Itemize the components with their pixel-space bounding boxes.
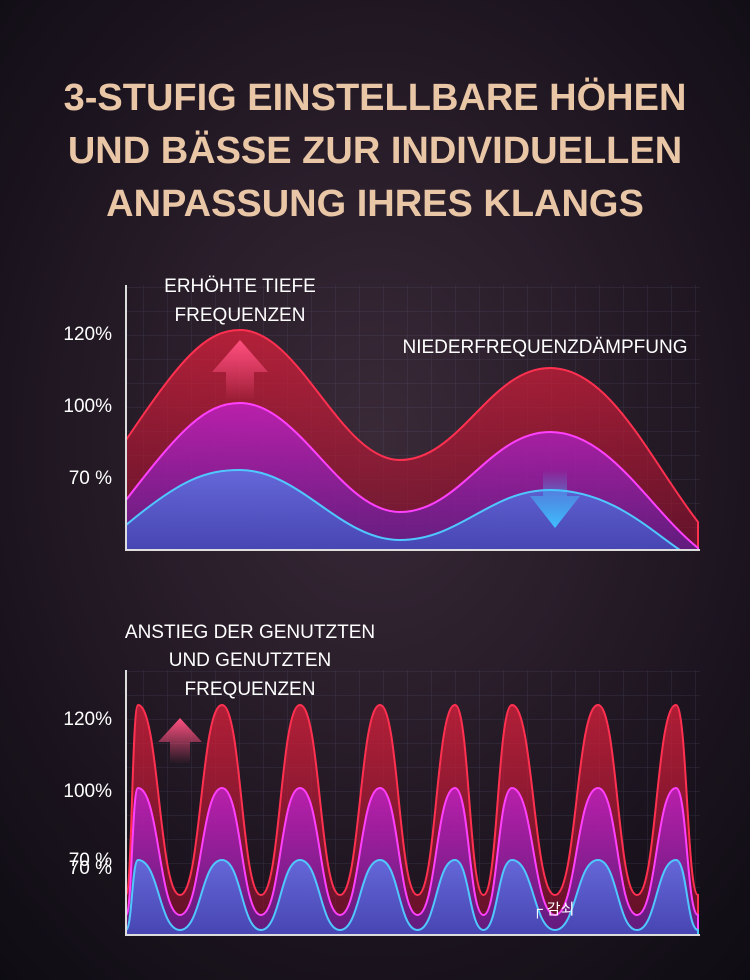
panel: ERHÖHTE TIEFE FREQUENZEN NIEDERFREQUENZD… xyxy=(63,276,700,551)
label: ERHÖHTE TIEFE xyxy=(164,276,316,297)
arrow-down xyxy=(530,470,580,528)
y-label: 120% xyxy=(63,709,112,730)
wave-mid xyxy=(125,786,699,936)
annotation: NIEDERFREQUENZDÄMPFUNG xyxy=(402,337,687,358)
axis xyxy=(125,285,700,551)
label: FREQUENZEN xyxy=(185,679,316,700)
wave-low xyxy=(125,858,699,936)
panel-text: ANSTIEG DER GENUTZTEN UND GENUTZTEN FREQ… xyxy=(63,622,700,936)
wave-low xyxy=(125,468,684,551)
y-label: 70 % xyxy=(69,468,112,489)
label: FREQUENZEN xyxy=(175,305,306,326)
title-line: ANPASSUNG IHRES KLANGS xyxy=(106,183,644,225)
y-label: 100% xyxy=(63,781,112,802)
panel xyxy=(125,670,700,936)
y-label: 120% xyxy=(63,324,112,345)
y-label: 100% xyxy=(63,396,112,417)
y-label: 70 % xyxy=(69,858,112,879)
annotation: ┌ 감쇠 xyxy=(532,901,574,919)
label: ANSTIEG DER GENUTZTEN xyxy=(125,622,375,643)
label: UND GENUTZTEN xyxy=(169,650,332,671)
arrow-up xyxy=(212,340,268,400)
axis xyxy=(125,670,700,936)
y-label: 70 % xyxy=(69,850,112,871)
title-line: 3-STUFIG EINSTELLBARE HÖHEN xyxy=(64,76,687,119)
title-line: UND BÄSSE ZUR INDIVIDUELLEN xyxy=(68,129,682,172)
arrow-up xyxy=(158,718,202,764)
